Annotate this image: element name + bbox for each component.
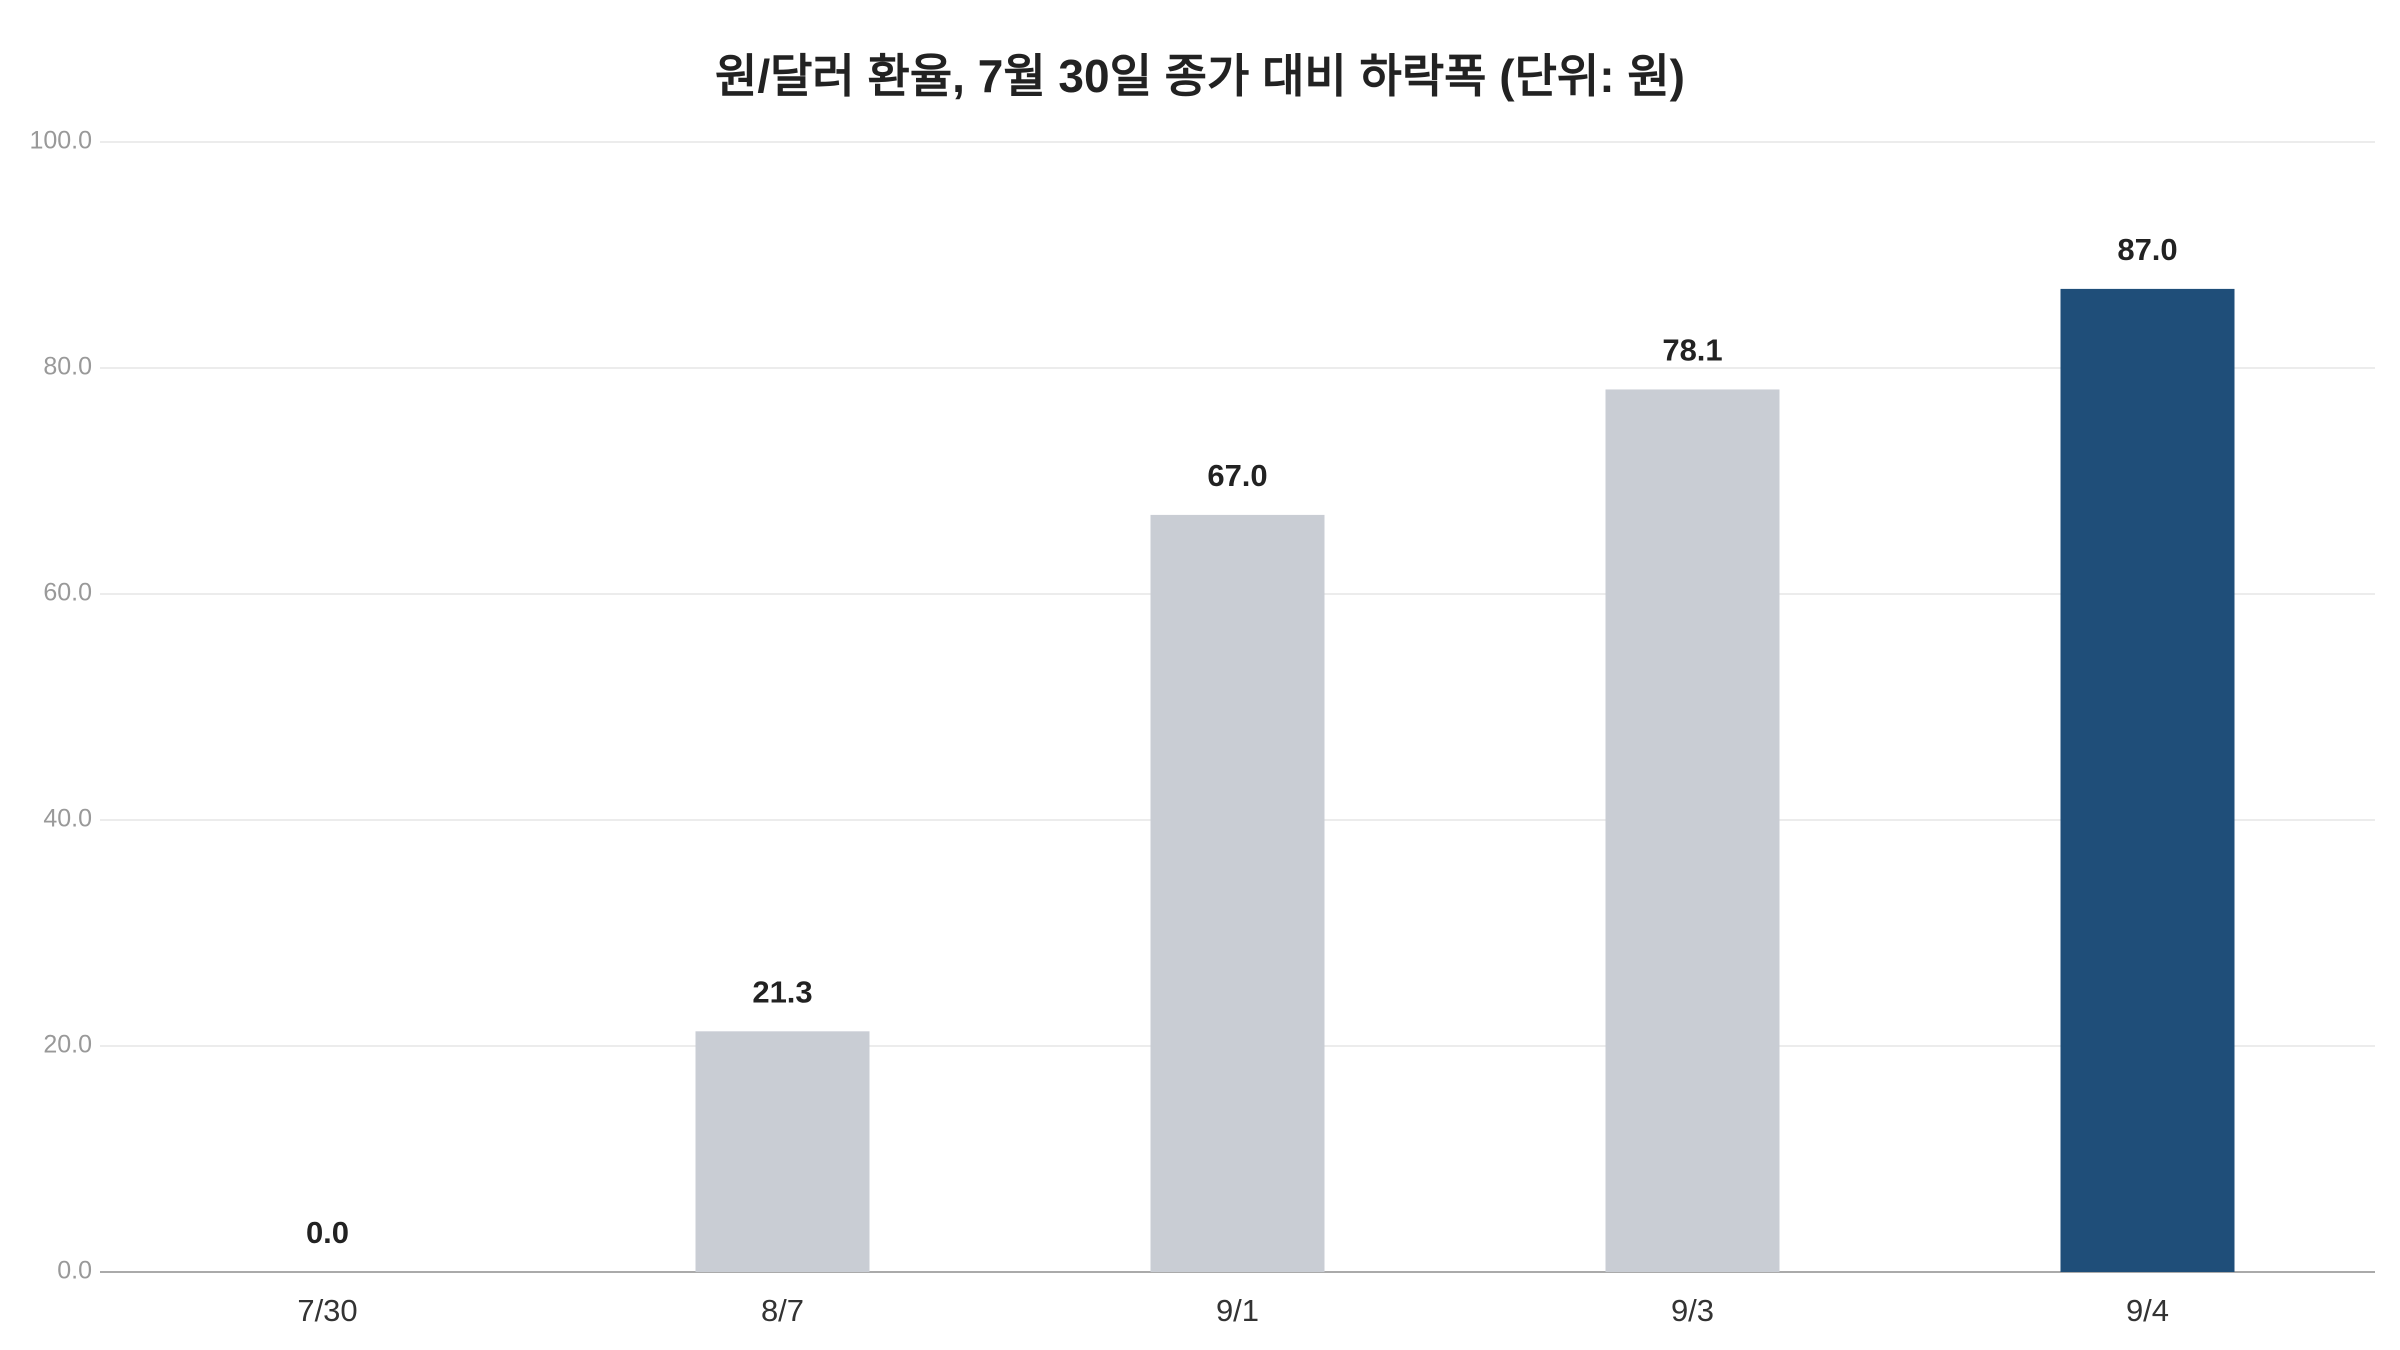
y-tick-label: 100.0	[29, 127, 92, 155]
value-label: 0.0	[306, 1215, 349, 1250]
x-tick-label: 8/7	[761, 1293, 804, 1328]
y-tick-label: 0.0	[57, 1257, 92, 1285]
x-tick-label: 9/3	[1671, 1293, 1714, 1328]
value-label: 78.1	[1662, 333, 1722, 368]
value-label: 87.0	[2117, 232, 2177, 267]
bar	[1150, 514, 1325, 1272]
value-label: 21.3	[752, 974, 812, 1009]
chart-title: 원/달러 환율, 7월 30일 종가 대비 하락폭 (단위: 원)	[715, 50, 1685, 102]
bar	[1605, 389, 1780, 1273]
y-tick-label: 80.0	[43, 353, 92, 381]
x-tick-label: 9/1	[1216, 1293, 1259, 1328]
value-label: 67.0	[1207, 458, 1267, 493]
y-tick-label: 60.0	[43, 579, 92, 607]
x-tick-label: 7/30	[297, 1293, 357, 1328]
y-tick-label: 40.0	[43, 805, 92, 833]
bar	[2060, 288, 2235, 1272]
x-tick-label: 9/4	[2126, 1293, 2169, 1328]
bar	[695, 1031, 870, 1272]
y-tick-label: 20.0	[43, 1031, 92, 1059]
